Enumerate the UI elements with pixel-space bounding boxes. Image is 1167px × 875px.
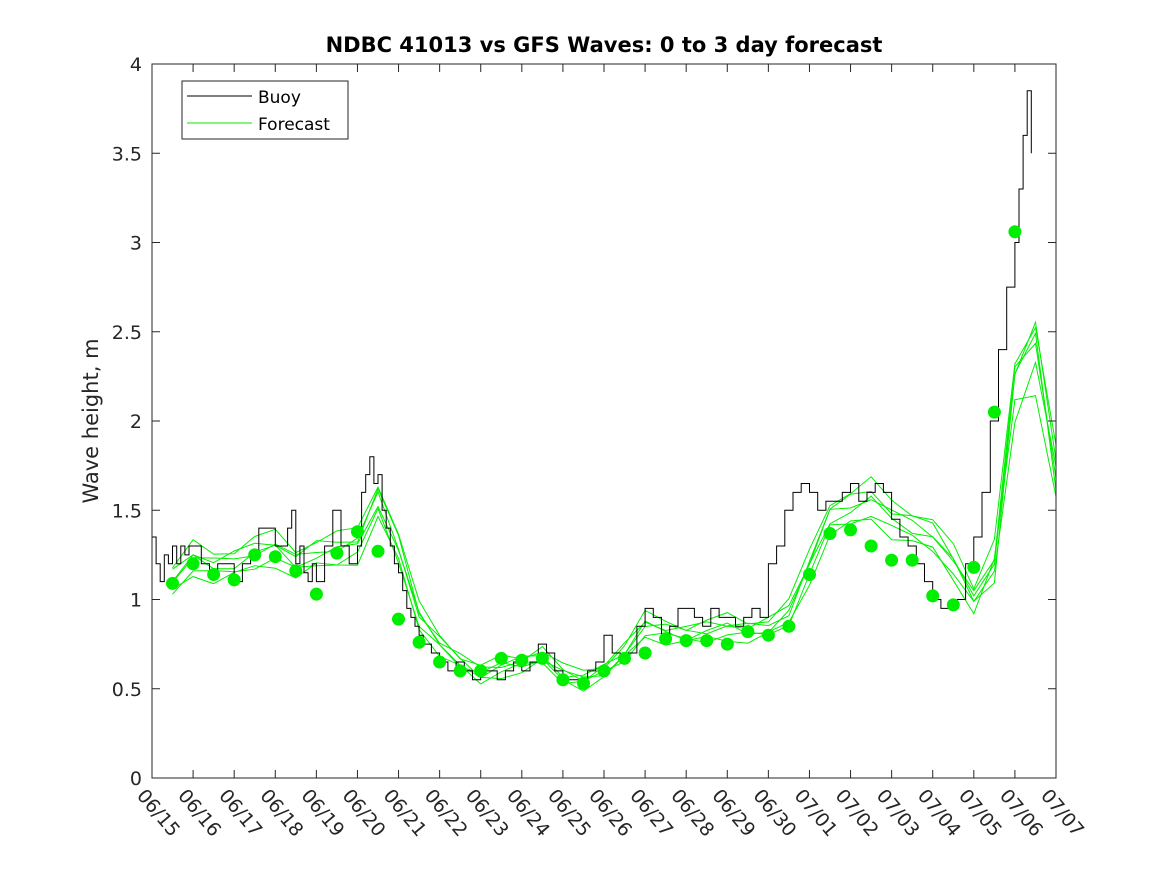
forecast-lines bbox=[172, 320, 1057, 692]
forecast-marker bbox=[659, 632, 673, 646]
forecast-marker bbox=[1008, 225, 1022, 239]
forecast-marker bbox=[577, 676, 590, 690]
forecast-marker bbox=[782, 619, 796, 633]
forecast-marker bbox=[309, 587, 323, 601]
forecast-marker bbox=[412, 635, 426, 649]
y-tick-label: 1.5 bbox=[112, 500, 142, 522]
forecast-marker bbox=[885, 553, 899, 567]
forecast-marker bbox=[248, 548, 262, 562]
forecast-marker bbox=[453, 664, 467, 678]
forecast-marker bbox=[946, 598, 960, 612]
forecast-marker bbox=[494, 651, 508, 665]
buoy-series-line bbox=[152, 90, 1032, 681]
legend-forecast-label: Forecast bbox=[258, 115, 330, 135]
forecast-series-line bbox=[172, 342, 1057, 679]
forecast-marker bbox=[741, 625, 755, 639]
forecast-marker bbox=[700, 634, 714, 648]
forecast-marker bbox=[330, 546, 344, 560]
y-tick-label: 0 bbox=[130, 768, 142, 790]
forecast-marker bbox=[618, 651, 631, 665]
y-tick-label: 3.5 bbox=[112, 143, 142, 165]
chart-title: NDBC 41013 vs GFS Waves: 0 to 3 day fore… bbox=[326, 33, 883, 57]
forecast-marker bbox=[268, 550, 282, 564]
y-axis-label: Wave height, m bbox=[79, 338, 103, 503]
forecast-marker bbox=[823, 527, 837, 540]
forecast-marker bbox=[864, 539, 878, 553]
y-tick-label: 2.5 bbox=[112, 322, 142, 344]
forecast-marker bbox=[720, 637, 734, 651]
forecast-marker bbox=[289, 564, 303, 578]
forecast-marker bbox=[433, 655, 447, 669]
forecast-markers bbox=[166, 225, 1022, 690]
forecast-marker bbox=[967, 560, 981, 574]
y-tick-label: 1 bbox=[130, 590, 142, 612]
forecast-series-line bbox=[172, 331, 1057, 678]
y-tick-label: 0.5 bbox=[112, 679, 142, 701]
forecast-marker bbox=[474, 664, 488, 678]
forecast-series-line bbox=[172, 395, 1057, 692]
forecast-marker bbox=[351, 525, 364, 539]
forecast-marker bbox=[371, 544, 385, 558]
forecast-marker bbox=[761, 628, 775, 642]
forecast-marker bbox=[597, 664, 611, 678]
forecast-marker bbox=[392, 612, 405, 626]
forecast-marker bbox=[905, 553, 919, 567]
y-tick-label: 3 bbox=[130, 233, 142, 255]
forecast-marker bbox=[987, 405, 1001, 419]
forecast-marker bbox=[227, 573, 241, 587]
forecast-marker bbox=[166, 576, 179, 590]
y-axis: 0 0.5 1 1.5 2 2.5 3 3.5 4 bbox=[112, 54, 1056, 790]
forecast-series-line bbox=[172, 326, 1057, 671]
y-tick-label: 2 bbox=[130, 411, 142, 433]
forecast-marker bbox=[535, 651, 549, 665]
forecast-marker bbox=[556, 673, 570, 687]
forecast-marker bbox=[638, 646, 652, 660]
forecast-marker bbox=[926, 589, 940, 603]
legend-box bbox=[181, 80, 349, 140]
y-tick-label: 4 bbox=[130, 54, 142, 76]
legend-buoy-label: Buoy bbox=[258, 88, 301, 108]
buoy-line-group bbox=[152, 90, 1032, 681]
forecast-marker bbox=[207, 568, 221, 581]
forecast-marker bbox=[803, 568, 816, 581]
forecast-marker bbox=[844, 523, 857, 537]
forecast-marker bbox=[679, 634, 693, 648]
forecast-marker bbox=[186, 557, 200, 571]
legend: Buoy Forecast bbox=[181, 80, 349, 140]
forecast-marker bbox=[515, 653, 529, 667]
